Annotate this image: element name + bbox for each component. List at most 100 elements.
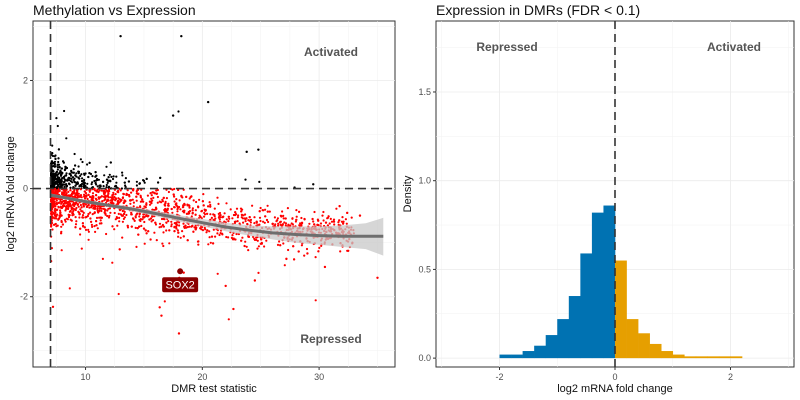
data-point	[82, 183, 86, 186]
data-point	[159, 176, 162, 179]
data-point	[145, 202, 148, 205]
data-point	[260, 242, 263, 245]
data-point	[119, 199, 122, 202]
data-point	[185, 212, 188, 215]
data-point	[283, 221, 286, 224]
repressed-bar	[534, 345, 547, 359]
data-point	[90, 206, 93, 209]
data-point	[121, 174, 124, 177]
activated-bar	[695, 356, 708, 359]
data-point	[284, 224, 287, 227]
data-point	[127, 180, 130, 183]
data-point	[57, 176, 60, 179]
data-point	[344, 218, 347, 221]
data-point	[72, 171, 75, 174]
data-point	[153, 192, 156, 195]
data-point	[208, 230, 211, 233]
data-point	[78, 184, 81, 188]
data-point	[84, 197, 87, 200]
data-point	[114, 199, 117, 202]
data-point	[167, 204, 170, 207]
data-point	[206, 100, 210, 104]
data-point	[93, 179, 96, 183]
data-point	[57, 201, 61, 204]
data-point	[161, 242, 164, 245]
x-tick-label: 0	[612, 372, 617, 382]
data-point	[74, 184, 77, 187]
data-point	[124, 200, 127, 203]
data-point	[181, 230, 184, 233]
data-point	[77, 176, 80, 179]
data-point	[227, 215, 230, 218]
scatter-x-axis-title: DMR test statistic	[171, 383, 257, 395]
data-point	[241, 236, 244, 239]
data-point	[199, 227, 202, 230]
data-point	[318, 246, 321, 249]
repressed-bar	[580, 253, 593, 359]
data-point	[75, 201, 78, 204]
data-point	[56, 173, 59, 176]
data-point	[113, 211, 116, 215]
data-point	[71, 176, 74, 179]
data-point	[303, 218, 306, 221]
histogram-x-axis-title: log2 mRNA fold change	[557, 383, 673, 395]
repressed-bar	[568, 296, 581, 359]
data-point	[80, 184, 83, 188]
data-point	[279, 244, 282, 247]
data-point	[85, 215, 88, 219]
data-point	[66, 178, 69, 181]
data-point	[291, 223, 294, 226]
data-point	[78, 213, 81, 216]
data-point	[88, 189, 91, 192]
data-point	[149, 192, 152, 195]
data-point	[87, 238, 90, 241]
data-point	[178, 224, 181, 227]
data-point	[95, 224, 98, 227]
data-point	[86, 182, 89, 185]
data-point	[227, 236, 230, 239]
data-point	[140, 224, 143, 227]
data-point	[155, 239, 158, 242]
data-point	[163, 300, 166, 303]
data-point	[58, 172, 61, 175]
data-point	[209, 213, 212, 216]
data-point	[173, 206, 176, 209]
data-point	[68, 172, 71, 175]
data-point	[292, 245, 295, 248]
data-point	[173, 200, 176, 203]
data-point	[139, 200, 142, 203]
data-point	[55, 192, 58, 195]
data-point	[68, 287, 71, 290]
data-point	[143, 220, 146, 224]
data-point	[268, 210, 271, 213]
data-point	[50, 225, 53, 228]
data-point	[197, 243, 200, 246]
data-point	[111, 196, 114, 199]
data-point	[178, 199, 181, 202]
repressed-bar	[557, 319, 570, 359]
data-point	[142, 216, 145, 219]
data-point	[158, 226, 161, 229]
data-point	[322, 210, 325, 214]
data-point	[59, 179, 62, 182]
data-point	[108, 173, 111, 176]
y-tick-label: 2	[23, 75, 28, 85]
data-point	[155, 189, 158, 192]
data-point	[90, 220, 93, 223]
activated-annotation: Activated	[304, 45, 358, 59]
data-point	[99, 216, 102, 219]
data-point	[264, 208, 267, 211]
data-point	[132, 205, 135, 208]
data-point	[77, 165, 80, 168]
data-point	[80, 206, 83, 209]
data-point	[56, 180, 59, 183]
data-point	[180, 194, 183, 197]
data-point	[63, 190, 66, 193]
data-point	[271, 222, 274, 225]
data-point	[53, 197, 56, 201]
data-point	[294, 220, 297, 223]
activated-bar	[638, 333, 650, 359]
data-point	[107, 188, 111, 191]
data-point	[188, 206, 191, 209]
